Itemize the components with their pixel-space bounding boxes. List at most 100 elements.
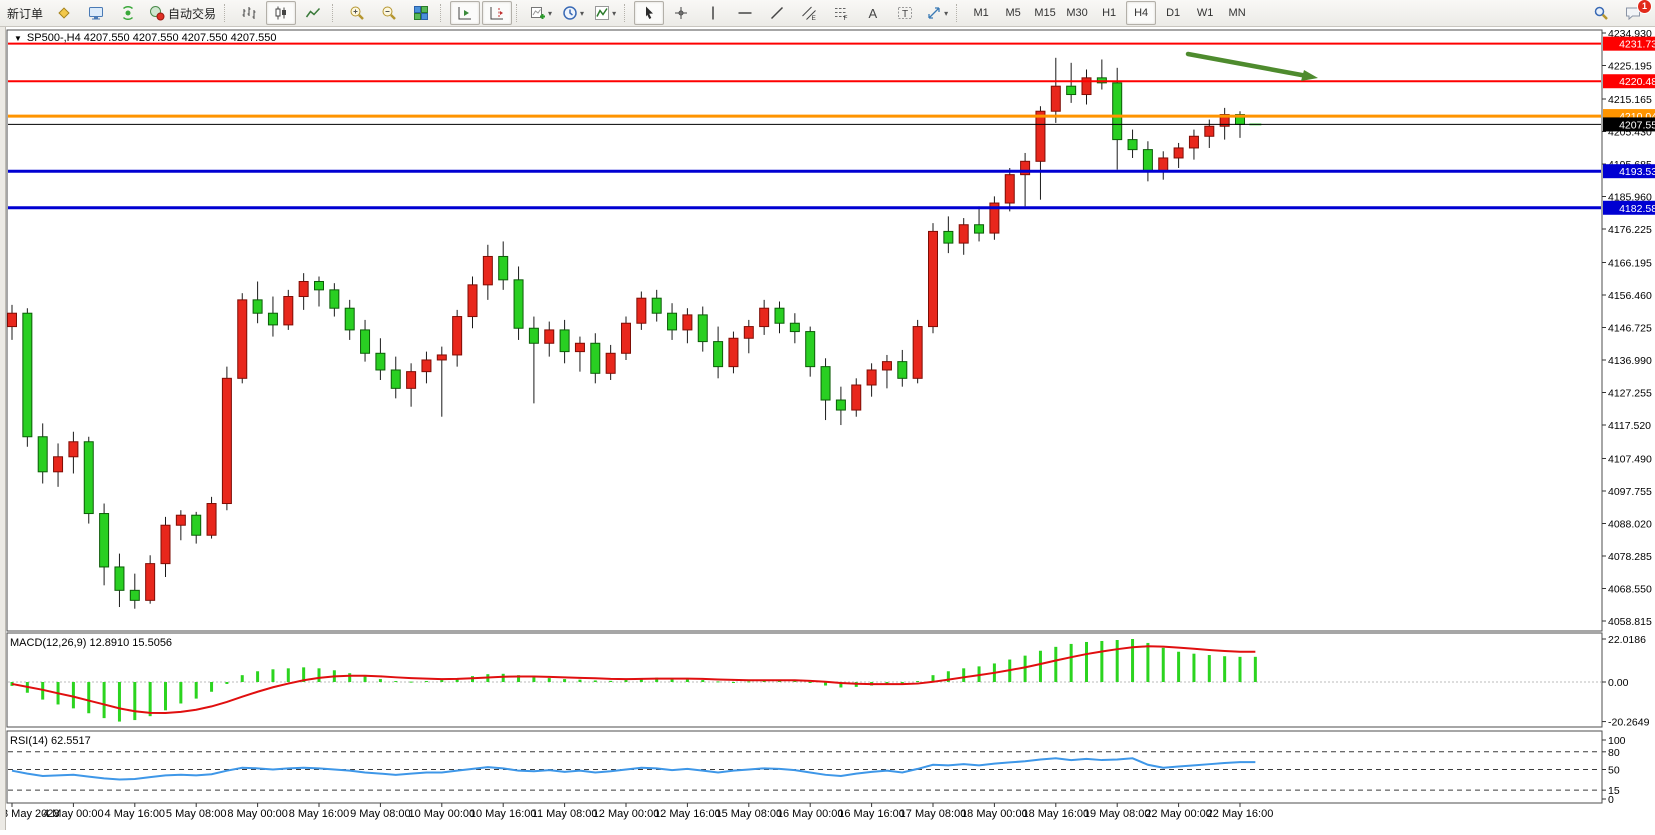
chevron-down-icon[interactable]: ▾ xyxy=(580,8,585,18)
vertical-line-button[interactable] xyxy=(698,1,728,25)
chevron-down-icon[interactable]: ▾ xyxy=(944,8,949,18)
horizontal-line-button[interactable] xyxy=(730,1,760,25)
clock-icon xyxy=(562,5,578,21)
new-order-button[interactable]: 新订单 xyxy=(3,1,47,25)
arrows-button[interactable]: ▾ xyxy=(922,1,952,25)
macd-signal-line xyxy=(11,645,1256,715)
tf-m15-button-label: M15 xyxy=(1034,7,1056,19)
tile-windows-button[interactable] xyxy=(406,1,436,25)
search-button[interactable] xyxy=(1586,1,1616,25)
svg-text:4231.733: 4231.733 xyxy=(1619,39,1655,51)
svg-text:4193.538: 4193.538 xyxy=(1619,166,1655,178)
tf-h1-button[interactable]: H1 xyxy=(1094,1,1124,25)
svg-text:4058.815: 4058.815 xyxy=(1608,616,1652,628)
indicators-button[interactable]: ▾ xyxy=(590,1,620,25)
candlestick-chart-button[interactable] xyxy=(266,1,297,25)
cursor-button[interactable] xyxy=(634,1,665,25)
chat-button[interactable]: 1 xyxy=(1618,0,1652,25)
svg-text:16 May 16:00: 16 May 16:00 xyxy=(838,808,905,820)
rsi-panel[interactable] xyxy=(6,730,1603,804)
tf-m30-button[interactable]: M30 xyxy=(1062,1,1092,25)
vline-icon xyxy=(705,5,721,21)
svg-text:4225.195: 4225.195 xyxy=(1608,61,1652,73)
market-watch-button[interactable] xyxy=(49,1,79,25)
text-button[interactable]: A xyxy=(858,1,888,25)
signals-button[interactable] xyxy=(113,1,143,25)
zoomout-icon xyxy=(381,5,397,21)
bar-chart-button[interactable] xyxy=(234,1,264,25)
zoom-in-button[interactable] xyxy=(342,1,372,25)
hline-icon xyxy=(737,5,753,21)
svg-text:4 May 00:00: 4 May 00:00 xyxy=(43,808,104,820)
tf-h1-button-label: H1 xyxy=(1102,7,1117,19)
trendline-button[interactable] xyxy=(762,1,792,25)
svg-text:100: 100 xyxy=(1608,735,1626,747)
bars-icon xyxy=(241,5,257,21)
cursor-icon xyxy=(641,5,657,21)
svg-text:18 May 00:00: 18 May 00:00 xyxy=(961,808,1028,820)
linechart-icon xyxy=(305,5,321,21)
svg-text:A: A xyxy=(869,6,878,21)
macd-axis[interactable]: 22.0186 0.00 -20.2649 xyxy=(1602,634,1650,729)
tf-d1-button[interactable]: D1 xyxy=(1158,1,1188,25)
window-left-edge xyxy=(0,27,6,830)
tf-w1-button-label: W1 xyxy=(1196,7,1214,19)
equidistant-channel-button[interactable]: E xyxy=(794,1,824,25)
textA-icon: A xyxy=(865,5,881,21)
tf-m5-button-label: M5 xyxy=(1005,7,1021,19)
svg-text:4097.755: 4097.755 xyxy=(1608,486,1652,498)
price-axis[interactable]: 4234.9304225.1954215.1654205.4304195.685… xyxy=(1602,28,1652,628)
svg-text:4068.550: 4068.550 xyxy=(1608,583,1652,595)
svg-text:4078.285: 4078.285 xyxy=(1608,551,1652,563)
tf-mn-button[interactable]: MN xyxy=(1222,1,1252,25)
auto-trading-button[interactable]: 自动交易 xyxy=(145,1,220,25)
svg-text:3 May 2023: 3 May 2023 xyxy=(2,808,59,820)
hlines-layer[interactable]: 4231.7334220.4824210.0484207.5504193.538… xyxy=(8,36,1655,215)
fibonacci-button[interactable]: F xyxy=(826,1,856,25)
candles-icon xyxy=(273,5,289,21)
crosshair-button[interactable] xyxy=(666,1,696,25)
fibo-icon: F xyxy=(833,5,849,21)
tf-h4-button[interactable]: H4 xyxy=(1126,1,1157,25)
tf-w1-button[interactable]: W1 xyxy=(1190,1,1220,25)
tf-d1-button-label: D1 xyxy=(1166,7,1181,19)
tf-m5-button[interactable]: M5 xyxy=(998,1,1028,25)
text-label-button[interactable]: T xyxy=(890,1,920,25)
trend-arrow[interactable] xyxy=(1185,51,1318,81)
terminal-button[interactable] xyxy=(81,1,111,25)
candles-layer xyxy=(7,57,1262,609)
svg-text:19 May 08:00: 19 May 08:00 xyxy=(1084,808,1151,820)
svg-text:9 May 08:00: 9 May 08:00 xyxy=(350,808,411,820)
new-chart-button[interactable]: ▾ xyxy=(526,1,556,25)
svg-text:T: T xyxy=(902,9,908,20)
zoom-out-button[interactable] xyxy=(374,1,404,25)
line-chart-button[interactable] xyxy=(298,1,328,25)
tiles-icon xyxy=(413,5,429,21)
chevron-down-icon[interactable]: ▾ xyxy=(612,8,617,18)
tf-m1-button[interactable]: M1 xyxy=(966,1,996,25)
svg-text:4185.960: 4185.960 xyxy=(1608,191,1652,203)
chart-shift-button[interactable] xyxy=(482,1,513,25)
chevron-down-icon[interactable]: ▾ xyxy=(548,8,553,18)
svg-text:4127.255: 4127.255 xyxy=(1608,387,1652,399)
toolbar-separator xyxy=(956,4,961,22)
svg-text:10 May 00:00: 10 May 00:00 xyxy=(408,808,475,820)
svg-text:12 May 16:00: 12 May 16:00 xyxy=(654,808,721,820)
notification-badge: 1 xyxy=(1637,0,1652,14)
toolbar-right-group: 1 xyxy=(1585,0,1652,25)
svg-text:22.0186: 22.0186 xyxy=(1608,634,1646,646)
auto-trading-button-label: 自动交易 xyxy=(168,6,217,21)
tf-mn-button-label: MN xyxy=(1228,7,1246,19)
svg-text:4088.020: 4088.020 xyxy=(1608,518,1652,530)
profiles-button[interactable]: ▾ xyxy=(558,1,588,25)
tf-m15-button[interactable]: M15 xyxy=(1030,1,1060,25)
auto-scroll-button[interactable] xyxy=(450,1,481,25)
price-badge-4220.482 xyxy=(1603,74,1655,89)
chart-area[interactable]: 4234.9304225.1954215.1654205.4304195.685… xyxy=(0,27,1655,830)
svg-text:4220.482: 4220.482 xyxy=(1619,76,1655,88)
svg-text:F: F xyxy=(844,15,848,21)
chartshift-icon xyxy=(489,5,505,21)
svg-text:E: E xyxy=(812,15,817,21)
